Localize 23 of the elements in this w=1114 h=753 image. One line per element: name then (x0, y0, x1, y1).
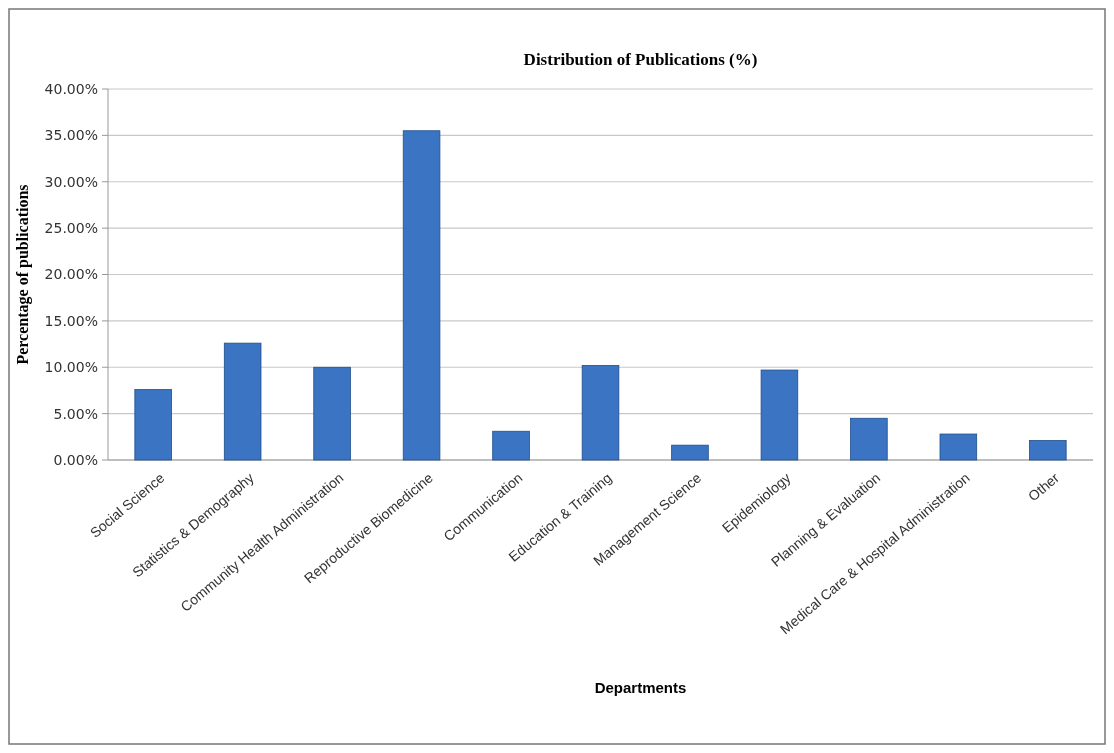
bar (581, 365, 620, 461)
y-tick-label: 25.00% (44, 220, 98, 237)
bar (939, 433, 978, 461)
bar (671, 444, 709, 461)
bar (313, 366, 351, 461)
chart-title: Distribution of Publications (%) (523, 50, 758, 69)
y-tick-label: 0.00% (53, 451, 98, 468)
y-tick-label: 30.00% (44, 173, 98, 190)
y-tick-label: 40.00% (44, 80, 98, 97)
bar (850, 417, 888, 461)
y-tick-label: 10.00% (44, 359, 98, 376)
bar (134, 389, 172, 461)
y-axis-title: Percentage of publications (14, 184, 32, 365)
bar (223, 342, 262, 461)
bar (492, 430, 530, 461)
y-tick-label: 35.00% (44, 127, 98, 144)
bar (760, 369, 799, 461)
bar (402, 130, 441, 461)
y-tick-label: 15.00% (44, 312, 98, 329)
y-tick-label: 5.00% (53, 405, 98, 422)
x-axis-title: Departments (594, 679, 687, 696)
bar (1029, 440, 1067, 461)
y-tick-label: 20.00% (44, 266, 98, 283)
